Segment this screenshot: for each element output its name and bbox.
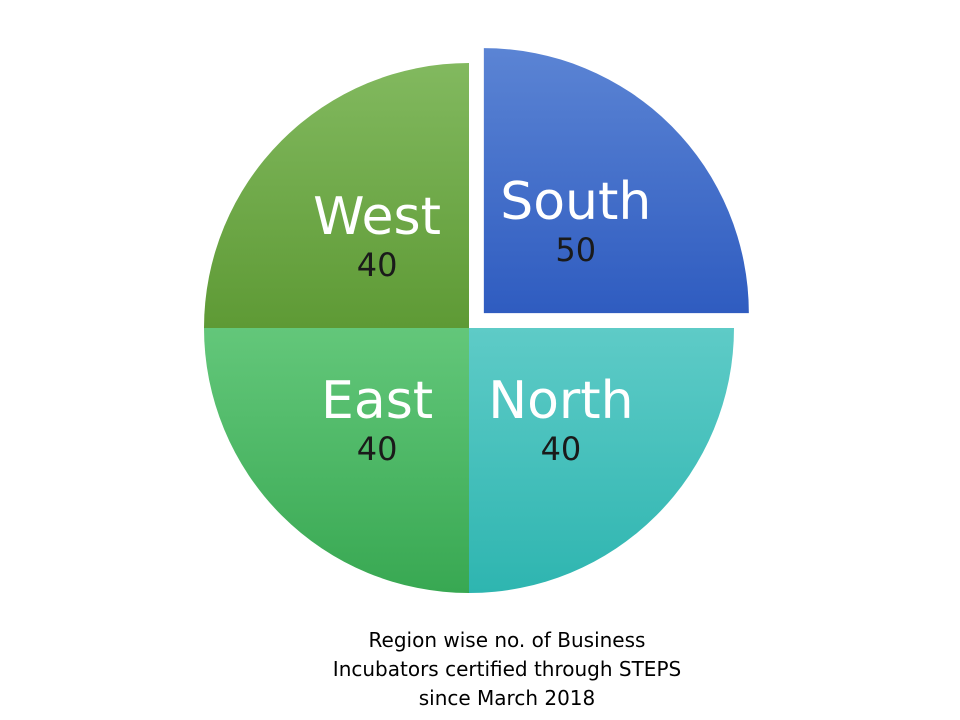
- slice-label-east: East: [321, 371, 433, 431]
- caption-line-3: since March 2018: [418, 686, 596, 710]
- slice-value-south: 50: [555, 231, 596, 269]
- pie-slice-north: [469, 328, 734, 593]
- slice-value-east: 40: [357, 430, 398, 468]
- slice-value-north: 40: [541, 430, 582, 468]
- slice-label-north: North: [488, 371, 633, 431]
- caption-line-2: Incubators certified through STEPS: [332, 657, 682, 681]
- pie-slice-east: [204, 328, 469, 593]
- slice-value-west: 40: [357, 246, 398, 284]
- chart-caption: Region wise no. of Business Incubators c…: [300, 626, 714, 713]
- slice-label-south: South: [500, 172, 651, 232]
- caption-line-1: Region wise no. of Business: [368, 628, 646, 652]
- slice-label-west: West: [313, 187, 441, 247]
- pie-slice-west: [204, 63, 469, 328]
- pie-slice-south: [483, 48, 749, 314]
